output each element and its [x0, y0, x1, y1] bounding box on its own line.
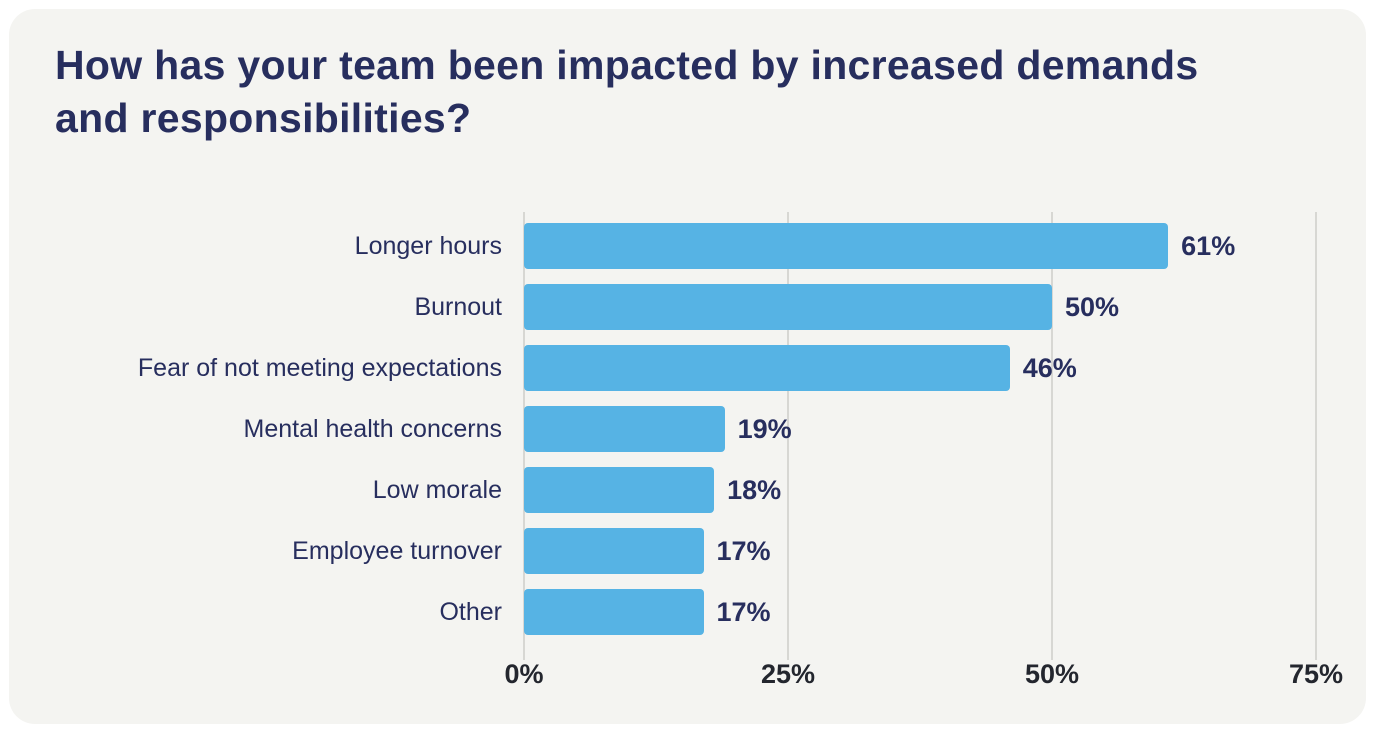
x-tick-label: 25%	[760, 658, 816, 689]
plot-area: 61% 50% 46% 19% 18% 17% 17%	[523, 211, 1317, 660]
x-tick-label: 50%	[1024, 658, 1080, 689]
bar	[524, 223, 1169, 270]
bar-row: 61%	[524, 216, 1316, 277]
category-label: Burnout	[414, 292, 502, 321]
bar	[524, 528, 704, 575]
bar	[524, 406, 725, 453]
category-label: Low morale	[372, 475, 502, 504]
x-tick-label: 75%	[1288, 658, 1344, 689]
bar	[524, 589, 704, 636]
bar-row: 46%	[524, 338, 1316, 399]
bar	[524, 345, 1010, 392]
bar-chart: Longer hours Burnout Fear of not meeting e…	[9, 211, 1366, 660]
value-label: 17%	[716, 596, 771, 627]
category-label: Fear of not meeting expectations	[137, 353, 502, 382]
value-label: 50%	[1064, 291, 1120, 322]
category-label: Mental health concerns	[243, 414, 502, 443]
x-tick-label: 0%	[504, 658, 544, 689]
bar-row: 50%	[524, 277, 1316, 338]
gridline	[1050, 211, 1053, 660]
bar-row: 17%	[524, 521, 1316, 582]
category-label: Employee turnover	[292, 536, 502, 565]
value-label: 61%	[1181, 230, 1236, 261]
gridline	[786, 211, 789, 660]
bar-row: 19%	[524, 399, 1316, 460]
value-label: 17%	[716, 535, 771, 566]
bar	[524, 467, 715, 514]
category-label: Longer hours	[354, 231, 502, 260]
chart-title: How has your team been impacted by incre…	[55, 42, 1199, 142]
x-axis-wrap: 0% 25% 50% 75%	[9, 643, 1366, 703]
chart-card: How has your team been impacted by incre…	[9, 9, 1366, 724]
gridline	[1315, 211, 1317, 660]
bar	[524, 284, 1052, 331]
bar-row: 17%	[524, 582, 1316, 643]
value-label: 18%	[727, 474, 782, 505]
bar-row: 18%	[524, 460, 1316, 521]
labels-column: Longer hours Burnout Fear of not meeting e…	[49, 216, 524, 643]
x-axis: 0% 25% 50% 75%	[504, 643, 1343, 703]
category-label: Other	[439, 597, 502, 626]
value-label: 19%	[737, 413, 792, 444]
x-axis-spacer	[49, 643, 524, 703]
value-label: 46%	[1022, 352, 1077, 383]
